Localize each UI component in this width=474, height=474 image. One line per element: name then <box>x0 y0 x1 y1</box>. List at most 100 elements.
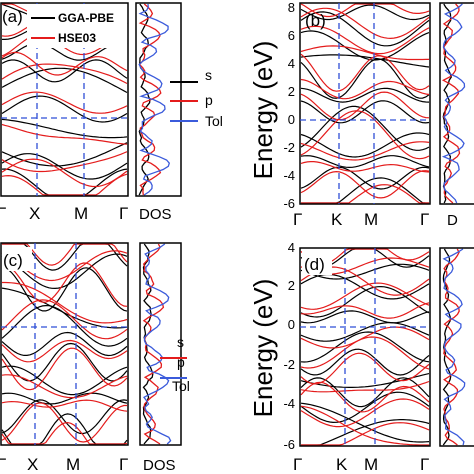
hse-band-line <box>300 53 430 92</box>
gga-band-line <box>1 392 128 405</box>
hse-band-line <box>1 421 128 445</box>
gga-band-line <box>1 267 128 312</box>
gga-band-line <box>1 67 128 94</box>
hse-band-line <box>1 173 128 196</box>
panel-d-bands <box>300 248 430 446</box>
legend-hse-label: HSE03 <box>58 31 96 45</box>
hse-band-line <box>1 151 128 173</box>
gga-band-line <box>300 348 430 376</box>
panel-d-dos-frame <box>439 247 474 447</box>
gga-band-line <box>300 30 430 61</box>
dos-tol-curve <box>143 243 172 445</box>
gga-band-line <box>1 153 128 180</box>
hse-band-line <box>300 405 429 446</box>
hse-band-line <box>1 158 128 188</box>
panel-d-kpoint-gamma2: Γ <box>420 455 429 474</box>
panel-b-dos <box>441 3 466 204</box>
panel-c-kpoint-x: X <box>27 455 38 474</box>
panel-d-yticks: 4 2 0 -2 -4 -6 <box>283 240 295 452</box>
panel-a-dos-axis-label: DOS <box>139 206 172 223</box>
panel-d-ytick: 0 <box>288 317 295 332</box>
hse-band-line <box>300 3 430 18</box>
panel-c-bands <box>1 243 128 445</box>
panel-d-label: (d) <box>304 255 325 274</box>
panel-b-ytick: 4 <box>288 56 295 71</box>
panel-b: Energy (eV) 8 6 4 2 0 -2 -4 -6 (b) Γ K M… <box>248 0 474 229</box>
panel-b-kpoint-k: K <box>331 210 343 229</box>
hse-band-line <box>300 25 430 55</box>
panel-c-kpoint-gamma1: Γ <box>0 455 6 474</box>
hse-band-line <box>1 374 128 399</box>
hse-band-line <box>300 161 430 173</box>
hse-band-line <box>300 91 430 121</box>
dos-legend-s: s <box>205 67 212 83</box>
panel-a-dos-frame <box>135 2 182 197</box>
panel-b-ytick: -2 <box>283 140 295 155</box>
panel-b-kpoint-m: M <box>364 210 378 229</box>
panel-d-ylabel: Energy (eV) <box>248 279 278 418</box>
panel-a-kpoint-gamma1: Γ <box>0 204 6 223</box>
dos-legend-p: p <box>177 354 185 370</box>
hse-band-line <box>301 422 430 446</box>
hse-band-line <box>300 336 430 370</box>
dos-p-curve <box>443 248 460 446</box>
panel-d-ytick: -2 <box>283 357 295 372</box>
panel-c-dos <box>142 243 172 445</box>
panel-b-ylabel: Energy (eV) <box>248 41 278 180</box>
panel-c-frame <box>0 242 129 446</box>
hse-band-line <box>300 381 430 413</box>
hse-band-line <box>1 91 128 114</box>
dos-legend-p: p <box>205 92 213 108</box>
panel-a-kpoint-gamma2: Γ <box>119 204 128 223</box>
hse-band-line <box>300 141 430 161</box>
gga-band-line <box>300 105 430 151</box>
gga-band-line <box>300 132 430 158</box>
gga-band-line <box>300 322 430 342</box>
panel-c-dos-axis-label: DOS <box>143 457 176 474</box>
panel-d-ytick: -4 <box>283 396 295 411</box>
dos-s-curve <box>442 3 453 204</box>
gga-band-line <box>300 263 430 280</box>
dos-tol-curve <box>138 3 171 196</box>
legend-gga-label: GGA-PBE <box>58 11 114 25</box>
hse-band-line <box>1 123 128 145</box>
gga-band-line <box>1 59 128 83</box>
panel-d-frame <box>299 247 431 447</box>
gga-band-line <box>300 54 430 68</box>
panel-b-dos-frame <box>439 2 474 205</box>
gga-band-line <box>300 285 430 318</box>
hse-band-line <box>300 352 430 385</box>
gga-band-line <box>300 4 430 21</box>
panel-a-kpoint-x: X <box>29 204 40 223</box>
panel-b-frame <box>299 2 431 205</box>
gga-band-line <box>1 365 128 396</box>
gga-band-line <box>1 118 128 139</box>
dos-legend-tol: Tol <box>172 378 190 394</box>
hse-band-line <box>300 326 430 349</box>
panel-b-ytick: -6 <box>283 196 295 211</box>
gga-band-line <box>300 377 430 408</box>
dos-tol-curve <box>442 248 466 446</box>
dos-legend-s: s <box>177 334 184 350</box>
panel-d-kpoint-k: K <box>336 455 348 474</box>
gga-band-line <box>1 399 128 435</box>
hse-band-line <box>301 184 429 204</box>
panel-d-kpoint-gamma1: Γ <box>293 455 302 474</box>
hse-band-line <box>1 262 128 307</box>
gga-band-line <box>300 87 430 103</box>
panel-b-ytick: 6 <box>288 28 295 43</box>
gga-band-line <box>300 391 430 424</box>
panel-a-kpoint-m: M <box>74 204 88 223</box>
panel-d-kpoint-m: M <box>364 455 378 474</box>
gga-band-line <box>1 304 128 347</box>
panel-b-ytick: 0 <box>288 112 295 127</box>
panel-a-band-legend: GGA-PBE HSE03 <box>27 4 127 48</box>
gga-band-line <box>1 342 128 382</box>
panel-a-dos-legend: s p Tol <box>170 67 223 129</box>
hse-band-line <box>300 302 430 319</box>
panel-b-bands <box>300 3 430 204</box>
panel-b-ytick: 2 <box>288 84 295 99</box>
dos-legend-tol: Tol <box>205 113 223 129</box>
gga-band-line <box>300 310 430 324</box>
